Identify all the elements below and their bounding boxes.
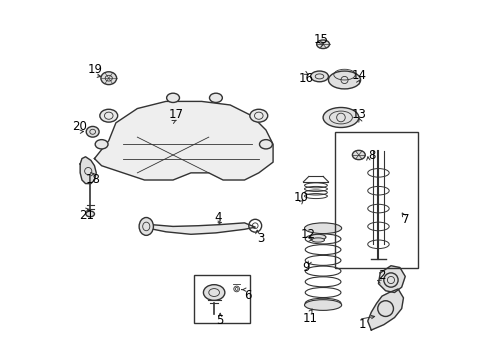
- Ellipse shape: [304, 223, 341, 234]
- Ellipse shape: [139, 217, 153, 235]
- Text: 11: 11: [302, 312, 317, 325]
- Text: 14: 14: [350, 69, 366, 82]
- Bar: [334, 132, 417, 267]
- Text: 6: 6: [244, 288, 251, 302]
- Ellipse shape: [309, 234, 325, 240]
- Text: 20: 20: [72, 120, 87, 133]
- Text: 4: 4: [214, 211, 222, 224]
- Ellipse shape: [311, 238, 324, 242]
- Ellipse shape: [310, 71, 328, 82]
- Text: 2: 2: [377, 269, 385, 282]
- Ellipse shape: [249, 109, 267, 122]
- Text: 16: 16: [299, 72, 313, 85]
- Ellipse shape: [166, 93, 179, 103]
- Polygon shape: [94, 102, 272, 180]
- Polygon shape: [367, 289, 403, 330]
- Ellipse shape: [328, 71, 360, 89]
- Ellipse shape: [86, 126, 99, 137]
- Ellipse shape: [352, 150, 365, 159]
- Text: 15: 15: [313, 33, 327, 46]
- Ellipse shape: [259, 140, 272, 149]
- Ellipse shape: [203, 285, 224, 300]
- Ellipse shape: [323, 108, 358, 127]
- Ellipse shape: [316, 40, 329, 49]
- Polygon shape: [80, 157, 96, 184]
- Ellipse shape: [209, 93, 222, 103]
- Text: 1: 1: [358, 318, 365, 331]
- Text: 12: 12: [300, 228, 315, 241]
- Text: 19: 19: [87, 63, 102, 76]
- Ellipse shape: [100, 109, 118, 122]
- Text: 7: 7: [402, 213, 409, 226]
- Text: 8: 8: [367, 149, 375, 162]
- Text: 18: 18: [85, 173, 100, 186]
- Polygon shape: [148, 223, 255, 234]
- Ellipse shape: [86, 211, 94, 217]
- Bar: [193, 275, 249, 323]
- Text: 10: 10: [293, 191, 308, 204]
- Text: 3: 3: [257, 233, 264, 246]
- Text: 21: 21: [79, 208, 94, 221]
- Text: 5: 5: [216, 314, 224, 327]
- Text: 13: 13: [351, 108, 366, 121]
- Ellipse shape: [304, 300, 341, 310]
- Ellipse shape: [95, 140, 108, 149]
- Ellipse shape: [101, 72, 116, 85]
- Text: 17: 17: [168, 108, 183, 121]
- Polygon shape: [378, 266, 405, 293]
- Text: 9: 9: [302, 261, 309, 274]
